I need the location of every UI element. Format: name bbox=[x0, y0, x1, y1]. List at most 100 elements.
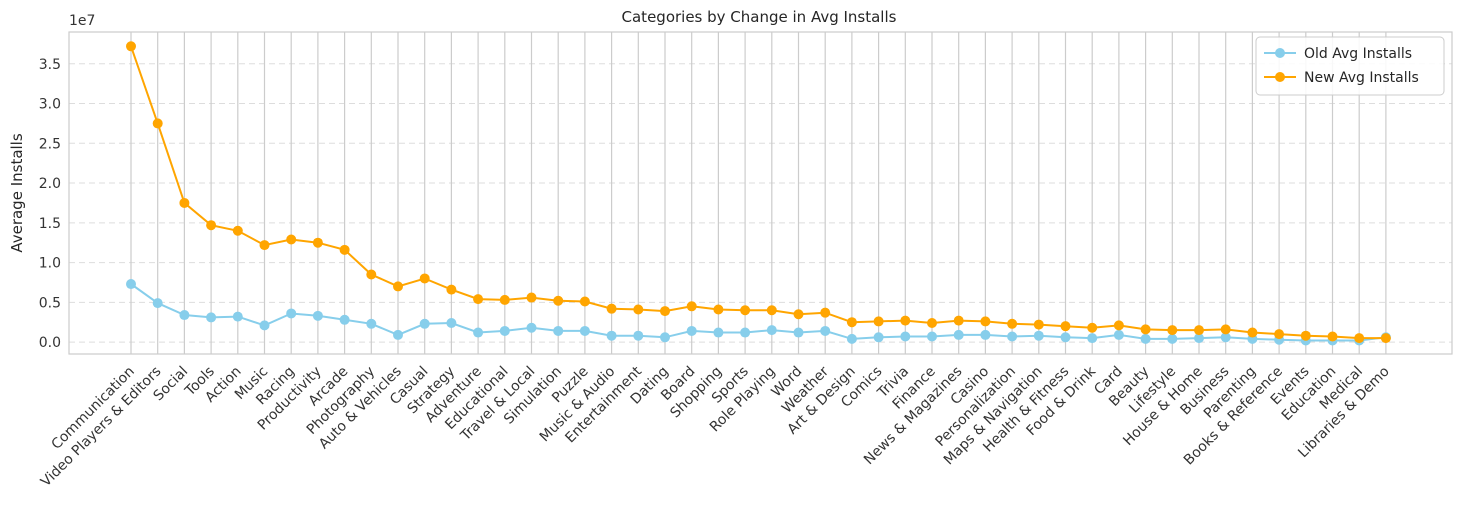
series-0 bbox=[126, 279, 1391, 346]
data-point bbox=[980, 329, 991, 340]
data-point bbox=[1220, 324, 1231, 335]
data-point bbox=[606, 303, 617, 314]
data-point bbox=[393, 329, 403, 340]
legend-marker-old bbox=[1275, 48, 1285, 58]
data-point bbox=[312, 310, 323, 321]
series-line bbox=[130, 45, 1386, 340]
data-point bbox=[1007, 331, 1018, 342]
data-point bbox=[1300, 330, 1311, 341]
data-point bbox=[1113, 329, 1124, 340]
data-point bbox=[766, 325, 777, 336]
data-point bbox=[499, 325, 510, 336]
data-point bbox=[660, 332, 670, 343]
data-point bbox=[1167, 325, 1178, 336]
plot-area-frame bbox=[68, 31, 1453, 355]
data-point bbox=[1007, 318, 1018, 329]
grid-lines bbox=[69, 32, 1452, 354]
data-point bbox=[206, 220, 217, 231]
data-point bbox=[286, 308, 297, 319]
data-point bbox=[820, 325, 831, 336]
data-point bbox=[419, 273, 430, 284]
data-point bbox=[1140, 333, 1151, 344]
data-point bbox=[366, 318, 377, 329]
data-point bbox=[579, 325, 590, 336]
data-point bbox=[179, 197, 190, 208]
data-point bbox=[312, 237, 323, 248]
data-point bbox=[339, 244, 350, 255]
data-point bbox=[339, 314, 350, 325]
y-tick-label: 2.0 bbox=[39, 176, 61, 192]
data-point bbox=[766, 305, 777, 316]
data-point bbox=[1060, 321, 1071, 332]
data-point bbox=[1194, 333, 1204, 344]
y-tick-label: 1.0 bbox=[39, 256, 61, 272]
data-point bbox=[927, 317, 937, 328]
data-point bbox=[526, 292, 537, 303]
data-point bbox=[900, 331, 911, 342]
chart-title: Categories by Change in Avg Installs bbox=[622, 8, 897, 26]
data-point bbox=[1354, 333, 1365, 344]
data-point bbox=[526, 322, 537, 333]
series-1 bbox=[126, 41, 1391, 344]
y-tick-label: 0.5 bbox=[39, 295, 61, 311]
y-axis-title: Average Installs bbox=[8, 133, 26, 253]
y-axis-ticks: 0.0 0.5 1.0 1.5 2.0 2.5 3.0 3.5 bbox=[39, 57, 61, 351]
data-point bbox=[179, 310, 190, 321]
data-point bbox=[152, 118, 163, 129]
data-point bbox=[473, 327, 484, 338]
data-point bbox=[633, 304, 644, 315]
data-point bbox=[927, 331, 937, 342]
data-point bbox=[980, 316, 991, 327]
y-tick-label: 1.5 bbox=[39, 216, 61, 232]
data-point bbox=[232, 311, 243, 322]
data-point bbox=[1327, 331, 1338, 342]
legend-label-old: Old Avg Installs bbox=[1304, 46, 1412, 62]
data-point bbox=[553, 325, 564, 336]
data-point bbox=[366, 269, 377, 280]
data-point bbox=[1087, 333, 1098, 344]
data-point bbox=[473, 294, 484, 305]
data-point bbox=[793, 327, 804, 338]
data-point bbox=[713, 304, 724, 315]
data-point bbox=[419, 318, 430, 329]
legend-label-new: New Avg Installs bbox=[1304, 70, 1419, 86]
data-point bbox=[820, 307, 831, 318]
data-point bbox=[393, 281, 403, 292]
data-point bbox=[1167, 333, 1178, 344]
data-point bbox=[126, 279, 136, 290]
data-point bbox=[953, 329, 964, 340]
y-tick-label: 3.0 bbox=[39, 97, 61, 113]
x-tick-label: Video Players & Editors bbox=[38, 364, 165, 491]
data-point bbox=[1033, 330, 1044, 341]
data-point bbox=[446, 284, 457, 295]
data-point bbox=[606, 330, 617, 341]
y-tick-label: 3.5 bbox=[39, 57, 61, 73]
legend-box bbox=[1255, 36, 1445, 96]
data-point bbox=[126, 41, 136, 52]
data-point bbox=[1060, 332, 1071, 343]
legend: Old Avg Installs New Avg Installs bbox=[1255, 36, 1445, 96]
data-point bbox=[873, 332, 884, 343]
y-tick-label: 0.0 bbox=[39, 335, 61, 351]
data-point bbox=[953, 315, 964, 326]
data-point bbox=[446, 317, 457, 328]
data-point bbox=[152, 298, 163, 309]
data-point bbox=[259, 240, 270, 251]
data-point bbox=[232, 225, 243, 236]
data-point bbox=[900, 315, 911, 326]
data-point bbox=[740, 327, 751, 338]
data-point bbox=[1113, 320, 1124, 331]
data-point bbox=[1247, 327, 1258, 338]
data-point bbox=[686, 301, 697, 312]
data-point bbox=[1140, 324, 1151, 335]
data-point bbox=[1220, 332, 1231, 343]
data-point bbox=[553, 295, 564, 306]
data-point bbox=[1274, 329, 1285, 340]
data-point bbox=[259, 320, 270, 331]
data-point bbox=[713, 327, 724, 338]
data-point bbox=[873, 316, 884, 327]
data-point bbox=[1033, 319, 1044, 330]
data-point bbox=[1380, 333, 1391, 344]
